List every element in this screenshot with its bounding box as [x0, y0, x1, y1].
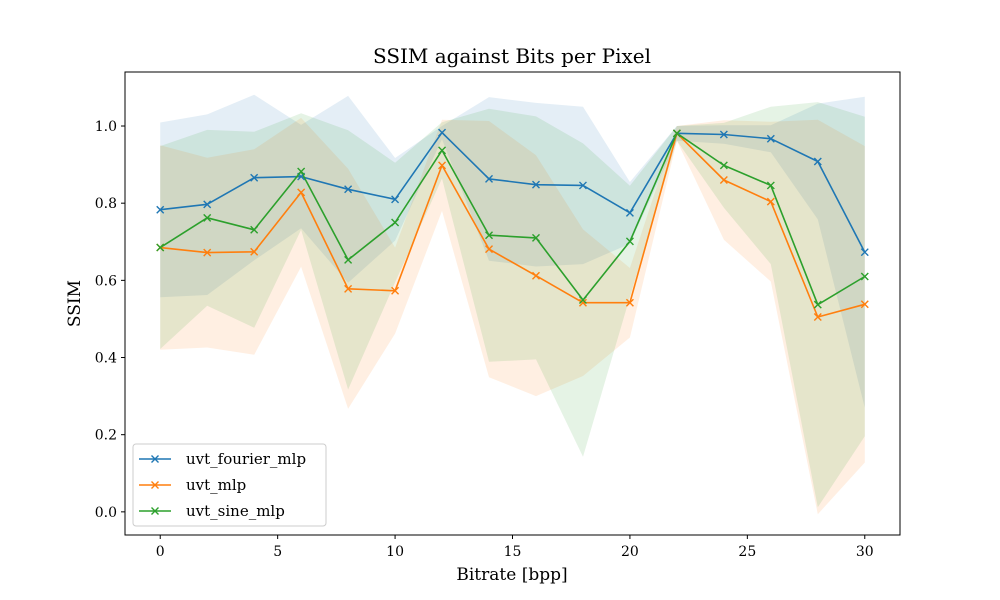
point-uvt_mlp-14 [813, 313, 822, 321]
point-uvt_mlp-3 [297, 188, 306, 197]
legend-box [132, 443, 327, 527]
x-axis-label: Bitrate [bpp] [456, 565, 567, 585]
x-tick-label: 25 [738, 544, 756, 560]
point-uvt_mlp-5 [391, 286, 400, 295]
y-axis-ticks: 0.0 0.2 0.4 0.6 0.8 1.0 [95, 119, 125, 521]
series-lines [159, 131, 866, 318]
point-uvt_mlp-13 [766, 197, 775, 206]
point-uvt_sine_mlp-5 [391, 218, 400, 227]
point-uvt_sine_mlp-3 [297, 167, 306, 176]
point-uvt_fourier_mlp-9 [578, 181, 587, 190]
point-uvt_fourier_mlp-4 [344, 185, 353, 194]
y-tick-label: 0.6 [95, 273, 117, 289]
y-tick-label: 0.8 [95, 196, 117, 212]
point-uvt_sine_mlp-15 [860, 272, 869, 281]
x-axis-ticks: 0 5 10 15 20 25 30 [156, 535, 874, 560]
y-tick-label: 1.0 [95, 119, 117, 135]
point-uvt_sine_mlp-10 [625, 237, 634, 246]
y-tick-label: 0.2 [95, 428, 117, 444]
point-uvt_fourier_mlp-15 [860, 248, 869, 257]
point-uvt_fourier_mlp-1 [203, 200, 212, 209]
line-uvt_mlp [160, 132, 866, 318]
point-uvt_fourier_mlp-13 [766, 134, 775, 143]
point-uvt_sine_mlp-9 [578, 296, 587, 305]
point-uvt_sine_mlp-13 [766, 181, 775, 190]
point-uvt_sine_mlp-7 [485, 231, 494, 240]
x-tick-label: 15 [504, 544, 522, 560]
x-tick-label: 20 [621, 544, 639, 560]
point-uvt_mlp-10 [625, 298, 634, 307]
legend-label-uvt_sine_mlp: uvt_sine_mlp [186, 502, 285, 520]
y-tick-label: 0.4 [95, 351, 117, 367]
line-uvt_sine_mlp [159, 132, 866, 306]
x-tick-label: 5 [273, 544, 282, 560]
legend-marker-uvt_mlp [151, 481, 159, 489]
point-uvt_mlp-4 [344, 284, 353, 293]
point-uvt_fourier_mlp-8 [531, 180, 540, 189]
y-tick-label: 0.0 [95, 505, 117, 521]
series-markers [156, 128, 869, 321]
y-axis-label: SSIM [65, 280, 85, 327]
point-uvt_sine_mlp-0 [156, 243, 165, 252]
legend-marker-uvt_fourier_mlp [151, 455, 159, 463]
point-uvt_sine_mlp-1 [203, 213, 212, 222]
point-uvt_mlp-9 [578, 298, 587, 307]
point-uvt_fourier_mlp-2 [250, 173, 259, 182]
point-uvt_fourier_mlp-6 [438, 128, 447, 137]
point-uvt_mlp-15 [860, 300, 869, 309]
chart-title: SSIM against Bits per Pixel [373, 44, 651, 68]
point-uvt_fourier_mlp-10 [625, 208, 634, 217]
legend-label-uvt_mlp: uvt_mlp [186, 476, 246, 494]
x-tick-label: 30 [856, 544, 874, 560]
point-uvt_fourier_mlp-0 [156, 205, 165, 214]
band-uvt_fourier_mlp [160, 94, 865, 408]
point-uvt_sine_mlp-12 [719, 161, 728, 170]
point-uvt_sine_mlp-14 [813, 300, 822, 309]
point-uvt_fourier_mlp-14 [813, 157, 822, 166]
point-uvt_mlp-2 [250, 247, 259, 256]
legend-marker-uvt_sine_mlp [151, 507, 159, 515]
confidence-bands [160, 94, 865, 515]
legend: uvt_fourier_mlp uvt_mlp uvt_sine_mlp [132, 443, 327, 527]
point-uvt_fourier_mlp-12 [719, 130, 728, 139]
band-uvt_mlp [160, 117, 865, 515]
point-uvt_sine_mlp-4 [344, 255, 353, 264]
point-uvt_sine_mlp-8 [531, 233, 540, 242]
legend-label-uvt_fourier_mlp: uvt_fourier_mlp [186, 450, 306, 468]
line-uvt_fourier_mlp [160, 131, 866, 253]
point-uvt_fourier_mlp-7 [485, 174, 494, 183]
point-uvt_mlp-7 [485, 245, 494, 254]
point-uvt_sine_mlp-11 [672, 129, 681, 138]
point-uvt_mlp-8 [531, 271, 540, 280]
point-uvt_mlp-12 [719, 176, 728, 185]
x-tick-label: 0 [156, 544, 165, 560]
x-tick-label: 10 [386, 544, 404, 560]
point-uvt_mlp-6 [438, 161, 447, 170]
point-uvt_sine_mlp-6 [438, 146, 447, 155]
point-uvt_sine_mlp-2 [250, 225, 259, 234]
point-uvt_fourier_mlp-5 [391, 195, 400, 204]
band-uvt_sine_mlp [160, 102, 865, 508]
point-uvt_mlp-1 [203, 248, 212, 257]
